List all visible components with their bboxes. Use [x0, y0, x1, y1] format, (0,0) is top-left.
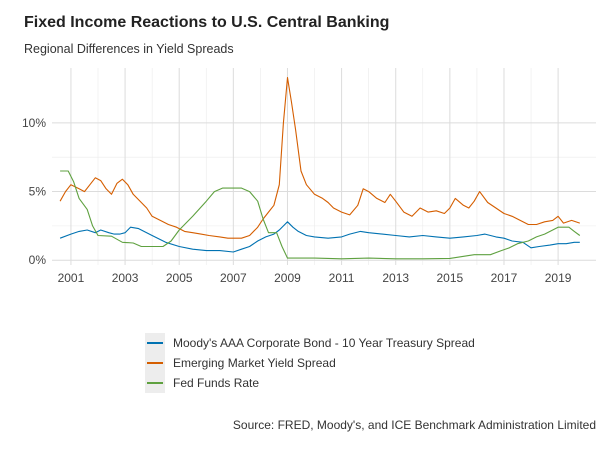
x-tick-label: 2019	[545, 271, 572, 285]
x-tick-label: 2007	[220, 271, 247, 285]
chart-title: Fixed Income Reactions to U.S. Central B…	[24, 14, 390, 31]
legend-item-treasury-spread: Moody's AAA Corporate Bond - 10 Year Tre…	[145, 333, 475, 353]
x-tick-label: 2013	[382, 271, 409, 285]
y-tick-label: 0%	[29, 253, 47, 267]
y-tick-label: 5%	[29, 185, 47, 199]
x-tick-label: 2011	[329, 271, 355, 285]
chart-caption: Source: FRED, Moody's, and ICE Benchmark…	[232, 418, 596, 432]
chart-subtitle: Regional Differences in Yield Spreads	[24, 42, 234, 56]
legend-key-emerging-market	[145, 353, 165, 373]
legend-key-treasury-spread	[145, 333, 165, 353]
series-line-0	[59, 221, 580, 253]
legend-label-treasury-spread: Moody's AAA Corporate Bond - 10 Year Tre…	[173, 336, 475, 350]
legend-key-fed-funds	[145, 373, 165, 393]
x-tick-label: 2017	[491, 271, 518, 285]
x-tick-label: 2009	[274, 271, 301, 285]
x-tick-label: 2003	[112, 271, 139, 285]
series-line-1	[59, 77, 580, 239]
legend-label-fed-funds: Fed Funds Rate	[173, 376, 260, 390]
x-tick-label: 2005	[166, 271, 193, 285]
y-tick-label: 10%	[22, 116, 46, 130]
x-tick-label: 2015	[436, 271, 463, 285]
legend: Moody's AAA Corporate Bond - 10 Year Tre…	[145, 333, 475, 393]
legend-item-fed-funds: Fed Funds Rate	[145, 373, 475, 393]
legend-label-emerging-market: Emerging Market Yield Spread	[173, 356, 336, 370]
legend-item-emerging-market: Emerging Market Yield Spread	[145, 353, 475, 373]
series-line-2	[60, 170, 581, 260]
x-tick-label: 2001	[58, 271, 85, 285]
